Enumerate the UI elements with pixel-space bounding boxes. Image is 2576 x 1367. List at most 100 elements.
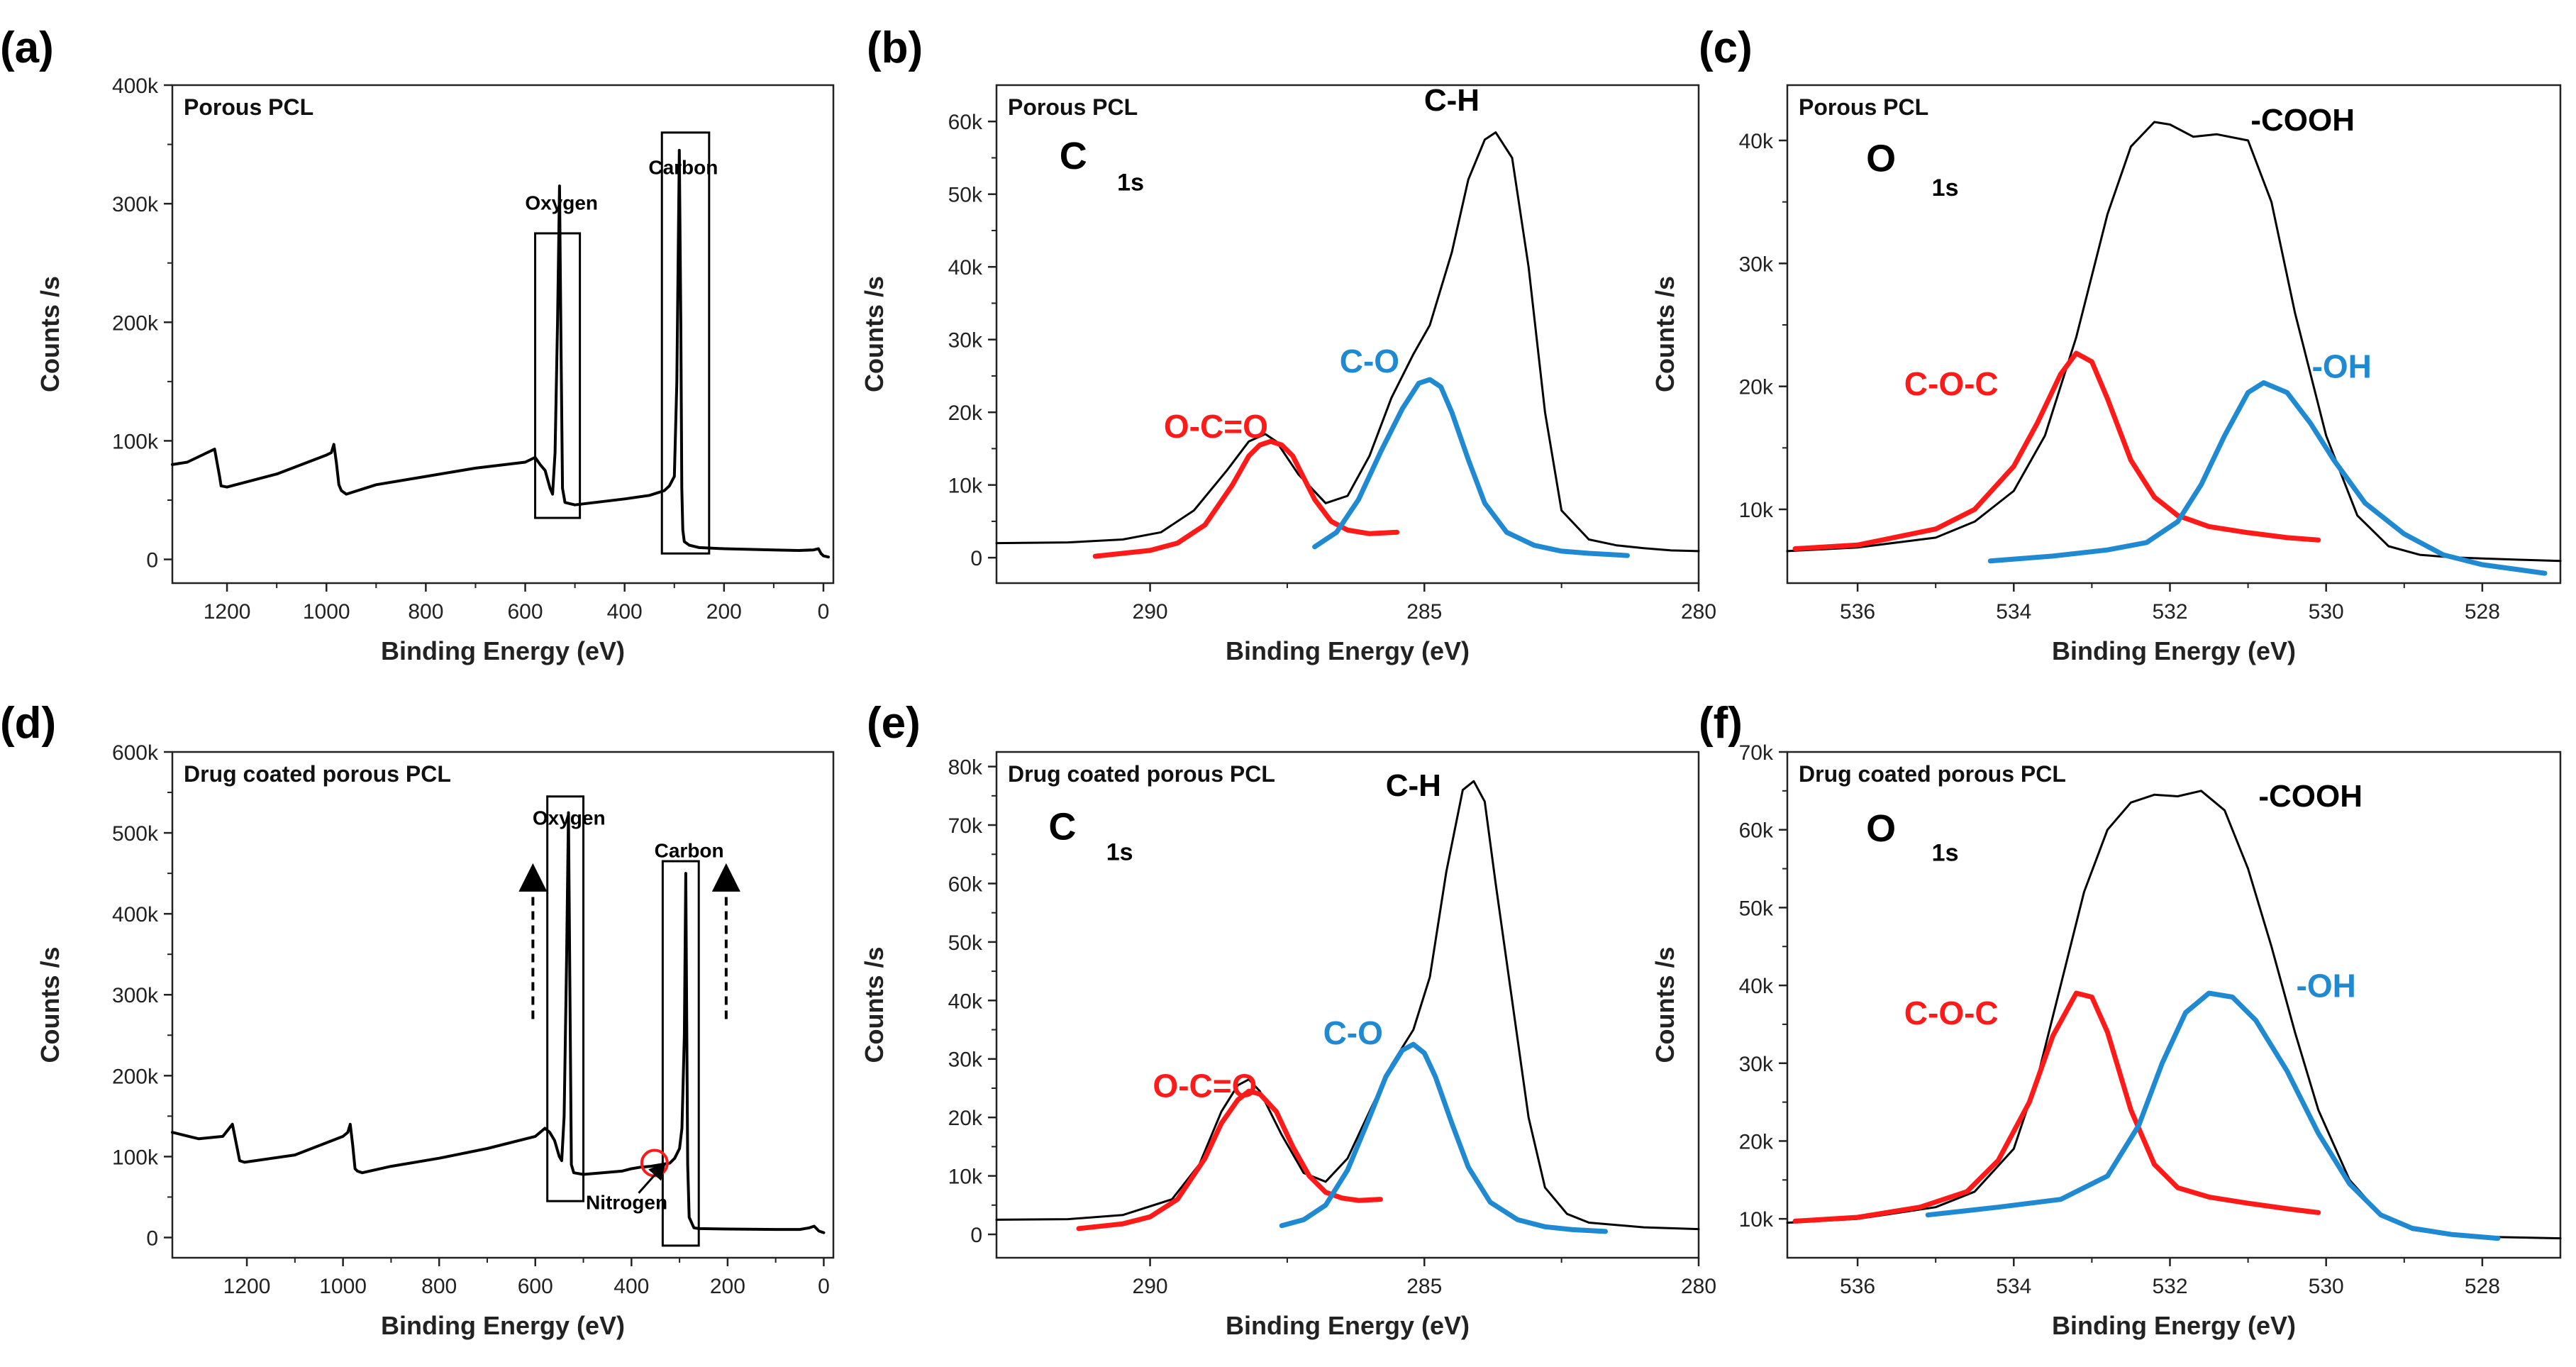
x-tick-label-f-2: 532 xyxy=(2152,1275,2187,1298)
axes-frame-e xyxy=(995,751,1700,1259)
x-axis-title-b: Binding Energy (eV) xyxy=(1226,636,1470,665)
x-tick-label-a-0: 1200 xyxy=(204,600,251,624)
y-tick-label-c-2: 30k xyxy=(1739,253,1774,276)
y-tick-label-b-1: 10k xyxy=(948,475,983,498)
panel-title-e: Drug coated porous PCL xyxy=(1008,761,1275,787)
annotation-e-o-c-o: O-C=O xyxy=(1153,1067,1257,1104)
y-axis-title-b: Counts /s xyxy=(860,276,889,392)
y-axis-title-a: Counts /s xyxy=(35,276,65,392)
x-axis-title-c: Binding Energy (eV) xyxy=(2052,636,2296,665)
x-axis-title-d: Binding Energy (eV) xyxy=(381,1311,625,1340)
y-tick-label-f-6: 70k xyxy=(1739,741,1774,765)
annotation-f-o: O xyxy=(1866,807,1896,850)
y-tick-label-b-2: 20k xyxy=(948,402,983,425)
axes-frame-d xyxy=(171,751,835,1259)
peak-box-a-0 xyxy=(534,232,582,519)
annotation-c-o: O xyxy=(1866,137,1896,179)
series-c-envelope xyxy=(1786,121,2562,563)
annotation-f-1s: 1s xyxy=(1932,840,1959,867)
y-tick-label-d-6: 600k xyxy=(112,741,159,765)
y-tick-label-f-0: 10k xyxy=(1739,1208,1774,1232)
y-axis-title-c: Counts /s xyxy=(1650,276,1680,392)
y-tick-label-b-0: 0 xyxy=(970,547,982,570)
y-tick-label-c-3: 40k xyxy=(1739,130,1774,153)
panel-label-f: (f) xyxy=(1699,699,1743,748)
annotation-e-c-h: C-H xyxy=(1386,768,1441,803)
annotation-c-cooh: -COOH xyxy=(2250,103,2355,138)
x-tick-label-e-0: 290 xyxy=(1133,1275,1168,1298)
y-axis-title-d: Counts /s xyxy=(35,946,65,1063)
y-tick-label-e-4: 40k xyxy=(948,990,983,1013)
x-axis-title-f: Binding Energy (eV) xyxy=(2052,1311,2296,1340)
x-tick-label-d-3: 600 xyxy=(518,1275,553,1298)
x-tick-label-f-1: 534 xyxy=(1996,1275,2031,1298)
panel-label-d: (d) xyxy=(0,699,56,748)
annotation-c-c-o-c: C-O-C xyxy=(1904,365,1999,402)
x-tick-label-d-4: 400 xyxy=(614,1275,649,1298)
y-tick-label-a-2: 200k xyxy=(112,311,159,335)
y-tick-label-d-3: 300k xyxy=(112,984,159,1007)
x-tick-label-a-6: 0 xyxy=(818,600,830,624)
y-axis-title-e: Counts /s xyxy=(860,946,889,1063)
annotation-a-oxygen: Oxygen xyxy=(525,192,598,214)
y-tick-label-e-1: 10k xyxy=(948,1166,983,1189)
panel-title-f: Drug coated porous PCL xyxy=(1799,761,2066,787)
annotation-d-oxygen: Oxygen xyxy=(533,807,606,829)
annotation-b-1s: 1s xyxy=(1117,170,1144,197)
axes-frame-c xyxy=(1786,84,2562,585)
y-tick-label-f-1: 20k xyxy=(1739,1130,1774,1153)
x-tick-label-f-3: 530 xyxy=(2309,1275,2344,1298)
y-tick-label-f-2: 30k xyxy=(1739,1053,1774,1076)
panel-title-c: Porous PCL xyxy=(1799,94,1928,120)
x-tick-label-f-0: 536 xyxy=(1840,1275,1875,1298)
panel-b: (b) 290 285 280 0 10k 20k 30k 40k 50k 60k Binding E… xyxy=(860,23,1716,665)
panel-label-a: (a) xyxy=(0,23,54,72)
annotation-d-nitrogen: Nitrogen xyxy=(586,1192,667,1214)
series-e-c-o xyxy=(1279,1041,1608,1234)
annotation-b-c-o: C-O xyxy=(1340,343,1399,380)
annotation-b-o-c-o: O-C=O xyxy=(1164,408,1268,445)
x-tick-label-d-1: 1000 xyxy=(319,1275,367,1298)
series-f-envelope xyxy=(1786,790,2562,1240)
annotation-c-oh: -OH xyxy=(2312,348,2372,385)
y-tick-label-e-2: 20k xyxy=(948,1107,983,1130)
panel-c: (c) 536 534 532 530 528 10k 20k 30k 40k Binding En… xyxy=(1650,23,2562,665)
x-axis-title-e: Binding Energy (eV) xyxy=(1226,1311,1470,1340)
x-tick-label-d-2: 800 xyxy=(421,1275,457,1298)
series-e-o-c-o xyxy=(1076,1088,1383,1232)
x-axis-title-a: Binding Energy (eV) xyxy=(381,636,625,665)
pointer-arrow-d xyxy=(638,1162,666,1194)
x-tick-label-c-0: 536 xyxy=(1840,600,1875,624)
y-tick-label-d-5: 500k xyxy=(112,822,159,846)
x-tick-label-c-4: 528 xyxy=(2465,600,2500,624)
y-tick-label-f-5: 60k xyxy=(1739,819,1774,843)
y-tick-label-b-4: 40k xyxy=(948,256,983,280)
series-b-o-c-o xyxy=(1092,438,1400,559)
annotation-f-cooh: -COOH xyxy=(2258,779,2363,814)
panel-title-a: Porous PCL xyxy=(184,94,313,120)
x-tick-label-a-4: 400 xyxy=(607,600,643,624)
x-tick-label-e-2: 280 xyxy=(1681,1275,1716,1298)
panel-label-c: (c) xyxy=(1699,23,1753,72)
y-tick-label-f-4: 50k xyxy=(1739,897,1774,920)
x-tick-label-c-3: 530 xyxy=(2309,600,2344,624)
x-tick-label-d-0: 1200 xyxy=(223,1275,271,1298)
annotation-c-1s: 1s xyxy=(1932,175,1959,201)
panel-title-d: Drug coated porous PCL xyxy=(184,761,451,787)
x-tick-label-b-0: 290 xyxy=(1133,600,1168,624)
annotation-d-carbon: Carbon xyxy=(655,839,724,861)
x-tick-label-d-5: 200 xyxy=(710,1275,745,1298)
series-c-c-o-c xyxy=(1792,350,2321,551)
y-tick-label-e-7: 70k xyxy=(948,814,983,838)
series-c--oh xyxy=(1987,380,2548,576)
y-tick-label-a-4: 400k xyxy=(112,74,159,98)
panel-e: (e) 290 285 280 0 10k 20k 30k 40k 50k 60k 70k 80k Bin… xyxy=(860,699,1716,1340)
panel-a: (a) 1200 1000 800 600 400 200 0 0 100k 200k 300k 400… xyxy=(0,23,835,665)
annotation-e-c-o: C-O xyxy=(1323,1014,1383,1051)
panel-title-b: Porous PCL xyxy=(1008,94,1138,120)
y-tick-label-a-0: 0 xyxy=(146,549,158,572)
y-tick-label-d-1: 100k xyxy=(112,1146,159,1169)
series-b-envelope xyxy=(995,131,1700,553)
series-a-survey xyxy=(171,148,830,559)
